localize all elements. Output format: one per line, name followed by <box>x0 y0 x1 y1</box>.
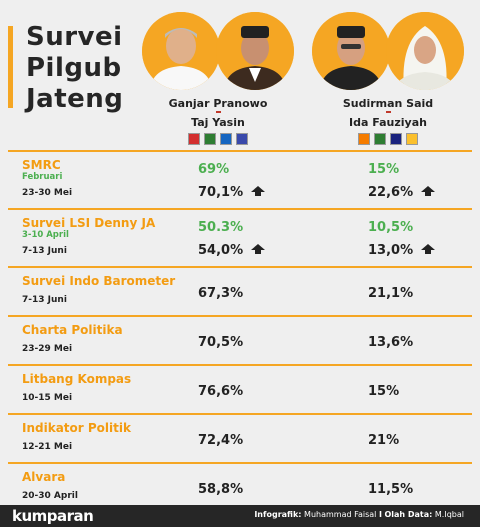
pollster-name: Survei Indo Barometer <box>22 274 176 288</box>
survey-row-indo-barometer: Survei Indo Barometer 7-13 Juni 67,3% 21… <box>8 266 472 315</box>
infografik-name: Muhammad Faisal <box>304 510 377 519</box>
value-b: 15% <box>368 384 400 399</box>
party-logo-icon <box>358 133 370 145</box>
survey-date: 10-15 Mei <box>22 393 73 403</box>
party-logo-icon <box>406 133 418 145</box>
name-separator <box>138 111 298 115</box>
party-logo-icon <box>220 133 232 145</box>
party-logo-icon <box>374 133 386 145</box>
value-b: 13,6% <box>368 335 414 350</box>
candidate-portraits <box>138 12 298 92</box>
portrait-ida-fauziyah <box>386 12 464 90</box>
infografik-label: Infografik: <box>254 510 302 519</box>
footer-bar: kumparan Infografik: Muhammad Faisal I O… <box>0 505 480 527</box>
up-arrow-icon <box>421 186 435 196</box>
party-logo-icon <box>188 133 200 145</box>
pollster-name: Charta Politika <box>22 323 123 337</box>
survey-row-litbang-kompas: Litbang Kompas 10-15 Mei 76,6% 15% <box>8 364 472 413</box>
survey-date: 23-30 Mei <box>22 188 73 198</box>
value-b: 21,1% <box>368 286 414 301</box>
earlier-period: 3-10 April <box>22 230 69 240</box>
party-logos <box>138 133 298 145</box>
credits: Infografik: Muhammad Faisal I Olah Data:… <box>254 510 464 519</box>
portrait-taj-yasin <box>216 12 294 90</box>
survey-row-alvara: Alvara 20-30 April 58,8% 11,5% <box>8 462 472 511</box>
vice-governor-name: Taj Yasin <box>191 116 245 129</box>
name-separator <box>308 111 468 115</box>
pollster-name: Indikator Politik <box>22 421 131 435</box>
pollster-name: Litbang Kompas <box>22 372 132 386</box>
candidate-names: Ganjar Pranowo Taj Yasin <box>138 96 298 130</box>
value-a: 70,5% <box>198 335 244 350</box>
page-title: Survei Pilgub Jateng <box>26 22 124 114</box>
up-arrow-icon <box>251 244 265 254</box>
earlier-period: Februari <box>22 172 63 182</box>
candidate-portraits <box>308 12 468 92</box>
earlier-value-a: 50.3% <box>198 220 244 235</box>
pollster-name: Survei LSI Denny JA <box>22 216 156 230</box>
candidate-pair-ganjar-yasin: Ganjar Pranowo Taj Yasin <box>138 12 298 145</box>
survey-date: 20-30 April <box>22 491 78 501</box>
survey-date: 7-13 Juni <box>22 246 67 256</box>
governor-name: Sudirman Said <box>342 97 434 110</box>
portrait-ganjar-pranowo <box>142 12 220 90</box>
vice-governor-name: Ida Fauziyah <box>349 116 427 129</box>
party-logos <box>308 133 468 145</box>
earlier-value-b: 10,5% <box>368 220 414 235</box>
value-a: 70,1% <box>198 185 244 200</box>
survey-row-charta-politika: Charta Politika 23-29 Mei 70,5% 13,6% <box>8 315 472 364</box>
pollster-name: Alvara <box>22 470 66 484</box>
survey-date: 7-13 Juni <box>22 295 67 305</box>
value-a: 58,8% <box>198 482 244 497</box>
party-logo-icon <box>204 133 216 145</box>
olah-data-label: Olah Data: <box>384 510 433 519</box>
pollster-name: SMRC <box>22 158 61 172</box>
up-arrow-icon <box>421 244 435 254</box>
value-a: 72,4% <box>198 433 244 448</box>
value-a: 67,3% <box>198 286 244 301</box>
earlier-value-a: 69% <box>198 162 230 177</box>
portrait-sudirman-said <box>312 12 390 90</box>
olah-data-name: M.Iqbal <box>434 510 464 519</box>
value-b: 13,0% <box>368 243 414 258</box>
value-b: 21% <box>368 433 400 448</box>
up-arrow-icon <box>251 186 265 196</box>
earlier-value-b: 15% <box>368 162 400 177</box>
value-b: 11,5% <box>368 482 414 497</box>
survey-row-indikator-politik: Indikator Politik 12-21 Mei 72,4% 21% <box>8 413 472 462</box>
party-logo-icon <box>390 133 402 145</box>
brand-logo: kumparan <box>12 507 94 525</box>
credit-separator: I <box>378 510 382 519</box>
governor-name: Ganjar Pranowo <box>168 97 268 110</box>
survey-date: 23-29 Mei <box>22 344 73 354</box>
party-logo-icon <box>236 133 248 145</box>
value-b: 22,6% <box>368 185 414 200</box>
survey-date: 12-21 Mei <box>22 442 73 452</box>
value-a: 54,0% <box>198 243 244 258</box>
survey-row-smrc: SMRC Februari 23-30 Mei 69% 15% 70,1% 22… <box>8 150 472 208</box>
survey-table: SMRC Februari 23-30 Mei 69% 15% 70,1% 22… <box>8 150 472 511</box>
survey-row-lsi-denny-ja: Survei LSI Denny JA 3-10 April 7-13 Juni… <box>8 208 472 266</box>
value-a: 76,6% <box>198 384 244 399</box>
candidate-pair-sudirman-ida: Sudirman Said Ida Fauziyah <box>308 12 468 145</box>
title-accent-bar <box>8 26 13 108</box>
candidate-names: Sudirman Said Ida Fauziyah <box>308 96 468 130</box>
